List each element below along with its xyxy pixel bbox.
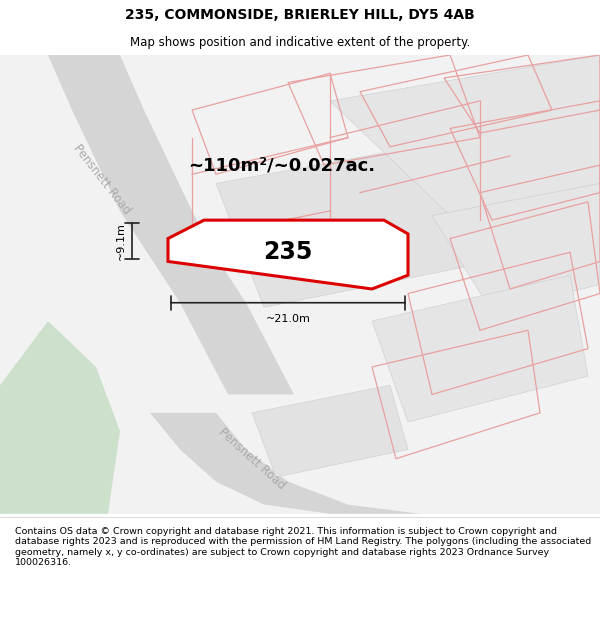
Text: Map shows position and indicative extent of the property.: Map shows position and indicative extent… bbox=[130, 36, 470, 49]
Text: 235: 235 bbox=[263, 240, 313, 264]
Polygon shape bbox=[252, 385, 408, 477]
Text: 235, COMMONSIDE, BRIERLEY HILL, DY5 4AB: 235, COMMONSIDE, BRIERLEY HILL, DY5 4AB bbox=[125, 8, 475, 22]
Polygon shape bbox=[48, 55, 294, 394]
Polygon shape bbox=[330, 55, 600, 216]
Text: ~9.1m: ~9.1m bbox=[116, 222, 126, 260]
Polygon shape bbox=[0, 321, 120, 514]
Polygon shape bbox=[168, 220, 408, 289]
Text: Pensnett Road: Pensnett Road bbox=[71, 141, 133, 216]
Text: ~110m²/~0.027ac.: ~110m²/~0.027ac. bbox=[188, 156, 376, 174]
Text: Pensnett Road: Pensnett Road bbox=[216, 426, 288, 492]
Text: ~21.0m: ~21.0m bbox=[266, 314, 310, 324]
Polygon shape bbox=[432, 184, 600, 312]
Polygon shape bbox=[372, 275, 588, 422]
Polygon shape bbox=[216, 138, 492, 308]
Text: Contains OS data © Crown copyright and database right 2021. This information is : Contains OS data © Crown copyright and d… bbox=[15, 527, 591, 568]
Polygon shape bbox=[150, 413, 480, 514]
